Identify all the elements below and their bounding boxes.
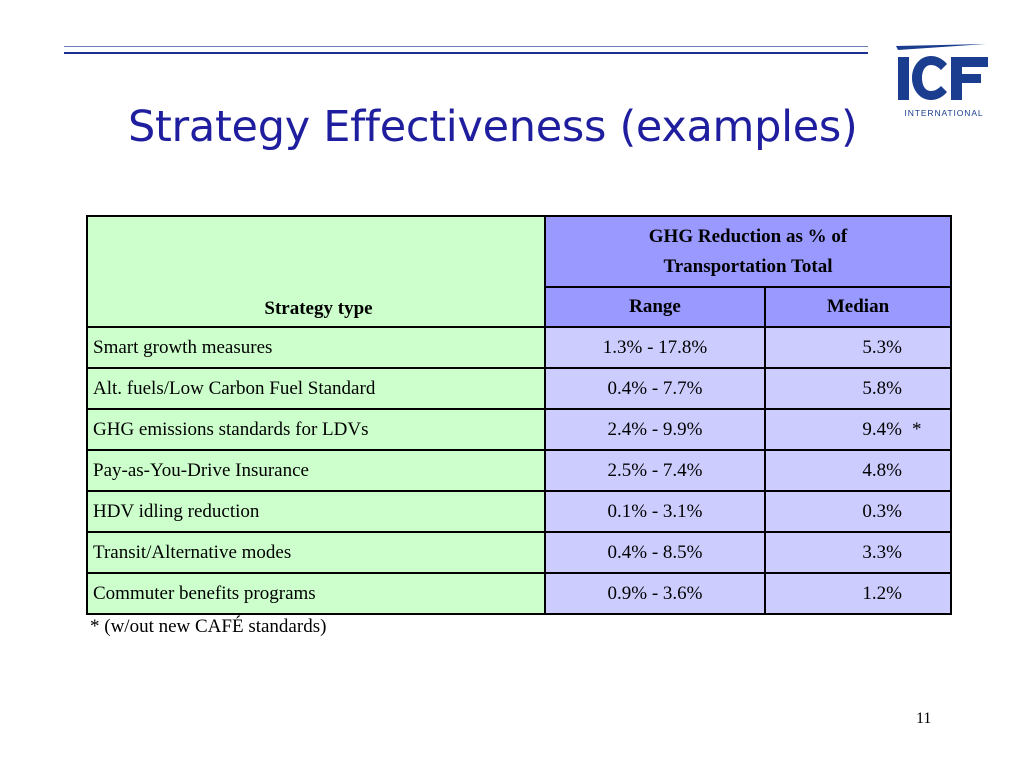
range-cell: 0.9% - 3.6%: [544, 572, 766, 615]
table-row: GHG emissions standards for LDVs 2.4% - 9…: [86, 408, 952, 451]
median-value: 4.8%: [862, 459, 902, 481]
footnote: * (w/out new CAFÉ standards): [90, 616, 327, 637]
median-value: 5.8%: [862, 377, 902, 399]
strategy-cell: Transit/Alternative modes: [86, 531, 546, 574]
strategy-cell: HDV idling reduction: [86, 490, 546, 533]
ghg-reduction-header: GHG Reduction as % of Transportation Tota…: [544, 215, 952, 288]
range-cell: 0.1% - 3.1%: [544, 490, 766, 533]
median-note: *: [912, 418, 922, 440]
strategy-cell: Smart growth measures: [86, 326, 546, 369]
strategy-cell: Commuter benefits programs: [86, 572, 546, 615]
strategy-type-header: Strategy type: [86, 215, 546, 328]
range-cell: 2.5% - 7.4%: [544, 449, 766, 492]
strategy-cell: Pay-as-You-Drive Insurance: [86, 449, 546, 492]
range-header: Range: [544, 286, 766, 328]
table-row: Smart growth measures 1.3% - 17.8% 5.3%: [86, 326, 952, 369]
median-cell: 0.3%: [764, 490, 952, 533]
median-cell: 5.3%: [764, 326, 952, 369]
range-cell: 1.3% - 17.8%: [544, 326, 766, 369]
page-number: 11: [916, 710, 932, 727]
icf-logo: [896, 44, 988, 100]
median-value: 5.3%: [862, 336, 902, 358]
strategy-table: Strategy type GHG Reduction as % of Trans…: [86, 215, 952, 615]
range-cell: 0.4% - 8.5%: [544, 531, 766, 574]
table-row: Pay-as-You-Drive Insurance 2.5% - 7.4% 4.8…: [86, 449, 952, 492]
median-cell: 3.3%: [764, 531, 952, 574]
strategy-cell: Alt. fuels/Low Carbon Fuel Standard: [86, 367, 546, 410]
strategy-cell: GHG emissions standards for LDVs: [86, 408, 546, 451]
logo-subtext: INTERNATIONAL: [904, 108, 984, 118]
top-rule: [64, 46, 868, 54]
table-row: Alt. fuels/Low Carbon Fuel Standard 0.4% …: [86, 367, 952, 410]
median-cell: 5.8%: [764, 367, 952, 410]
table-row: Transit/Alternative modes 0.4% - 8.5% 3.3%: [86, 531, 952, 574]
slide-title: Strategy Effectiveness (examples): [128, 102, 858, 152]
range-cell: 0.4% - 7.7%: [544, 367, 766, 410]
median-cell: 1.2%: [764, 572, 952, 615]
median-value: 0.3%: [862, 500, 902, 522]
table-row: HDV idling reduction 0.1% - 3.1% 0.3%: [86, 490, 952, 533]
range-cell: 2.4% - 9.9%: [544, 408, 766, 451]
median-cell: 9.4% *: [764, 408, 952, 451]
table-row: Commuter benefits programs 0.9% - 3.6% 1.2…: [86, 572, 952, 615]
median-cell: 4.8%: [764, 449, 952, 492]
median-value: 1.2%: [862, 582, 902, 604]
median-value: 3.3%: [862, 541, 902, 563]
median-header: Median: [764, 286, 952, 328]
median-value: 9.4%: [862, 418, 902, 440]
